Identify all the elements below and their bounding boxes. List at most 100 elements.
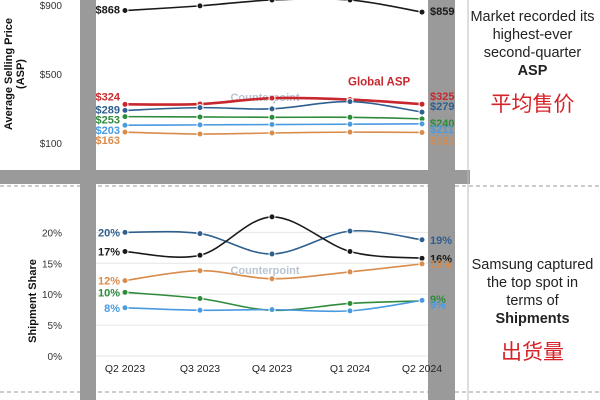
share-point-vivo-q1-2024	[346, 307, 354, 315]
asp-label-end-xiaomi: $240	[430, 118, 454, 130]
asp-point-vivo-q2-2024	[418, 120, 426, 128]
share-point-samsung-q2-2023	[121, 228, 129, 236]
asp-note-text: Market recorded its highest-ever second-…	[470, 9, 595, 61]
shipments-annotation-note: Samsung captured the top spot in terms o…	[470, 256, 595, 364]
asp-label-end-samsung: $279	[430, 101, 454, 113]
share-label-start-vivo: 8%	[104, 303, 120, 315]
share-point-samsung-q1-2024	[346, 227, 354, 235]
shipments-note-text: Samsung captured the top spot in terms o…	[471, 257, 594, 309]
share-point-vivo-q2-2024	[418, 296, 426, 304]
asp-axis-title: Average Selling Price(ASP)	[3, 18, 27, 130]
share-ytick-20: 20%	[42, 228, 62, 239]
asp-ytick-100: $100	[40, 139, 63, 150]
share-point-vivo-q3-2023	[196, 306, 204, 314]
xtick-q2-2024: Q2 2024	[402, 363, 442, 375]
asp-point-apple-q3-2023	[196, 2, 204, 10]
asp-point-transsion-q2-2024	[418, 128, 426, 136]
asp-point-vivo-q3-2023	[196, 121, 204, 129]
shipments-note-chinese: 出货量	[501, 340, 564, 364]
asp-note-bold: ASP	[517, 63, 548, 79]
asp-series-line-apple	[124, 0, 423, 13]
share-point-apple-q4-2023	[268, 213, 276, 221]
asp-annotation-global-asp: Global ASP	[348, 77, 411, 89]
asp-label-end-apple: $859	[430, 6, 454, 18]
share-point-apple-q2-2023	[121, 248, 129, 256]
asp-annotation-note: Market recorded its highest-ever second-…	[470, 8, 595, 116]
share-label-start-xiaomi: 10%	[98, 287, 120, 299]
share-point-samsung-q4-2023	[268, 250, 276, 258]
asp-point-samsung-q4-2023	[268, 105, 276, 113]
share-point-xiaomi-q3-2023	[196, 295, 204, 303]
shipment-share-chart-panel: 0% 5% 10% 15% 20% Shipment Share Counterpoint 2…	[27, 213, 452, 375]
asp-point-vivo-q1-2024	[346, 120, 354, 128]
share-ytick-10: 10%	[42, 290, 62, 301]
xtick-q3-2023: Q3 2023	[180, 363, 220, 375]
asp-point-apple-q2-2024	[418, 8, 426, 16]
asp-label-start-xiaomi: $253	[96, 115, 120, 127]
share-point-xiaomi-q2-2023	[121, 288, 129, 296]
asp-point-samsung-q3-2023	[196, 104, 204, 112]
share-point-vivo-q2-2023	[121, 304, 129, 312]
asp-point-apple-q2-2023	[121, 7, 129, 15]
asp-point-xiaomi-q3-2023	[196, 113, 204, 121]
share-label-end-transsion: 15%	[430, 259, 452, 271]
share-label-end-apple: 16%	[430, 253, 452, 265]
share-axis-title: Shipment Share	[27, 259, 39, 343]
share-label-end-vivo: 9%	[430, 299, 446, 311]
highlight-band-right	[428, 0, 455, 400]
asp-point-vivo-q2-2023	[121, 121, 129, 129]
asp-point-global-asp-q4-2023	[268, 94, 276, 102]
asp-point-apple-q4-2023	[268, 0, 276, 4]
asp-label-start-apple: $868	[96, 5, 120, 17]
asp-axis-title-line2: (ASP)	[15, 59, 27, 89]
share-point-transsion-q3-2023	[196, 267, 204, 275]
share-label-end-xiaomi: 9%	[430, 294, 446, 306]
xtick-q4-2023: Q4 2023	[252, 363, 292, 375]
share-point-apple-q1-2024	[346, 248, 354, 256]
share-point-samsung-q2-2024	[418, 236, 426, 244]
share-point-vivo-q4-2023	[268, 306, 276, 314]
asp-label-start-samsung: $289	[96, 104, 120, 116]
asp-point-apple-q1-2024	[346, 0, 354, 4]
asp-label-start-vivo: $203	[96, 125, 120, 137]
share-watermark: Counterpoint	[230, 265, 299, 277]
xtick-q1-2024: Q1 2024	[330, 363, 370, 375]
asp-note-chinese: 平均售价	[490, 92, 575, 116]
share-point-transsion-q2-2023	[121, 277, 129, 285]
share-point-samsung-q3-2023	[196, 230, 204, 238]
asp-point-samsung-q1-2024	[346, 98, 354, 106]
asp-point-samsung-q2-2024	[418, 108, 426, 116]
asp-point-global-asp-q2-2023	[121, 100, 129, 108]
share-ytick-15: 15%	[42, 259, 62, 270]
share-point-transsion-q1-2024	[346, 268, 354, 276]
asp-axis-title-line1: Average Selling Price	[3, 18, 15, 130]
asp-label-end-vivo: $211	[430, 124, 454, 136]
share-label-end-samsung: 19%	[430, 235, 452, 247]
share-ytick-5: 5%	[48, 321, 63, 332]
shipments-note-bold: Shipments	[495, 311, 570, 327]
share-label-start-transsion: 12%	[98, 276, 120, 288]
asp-point-vivo-q4-2023	[268, 121, 276, 129]
asp-point-transsion-q1-2024	[346, 128, 354, 136]
asp-point-xiaomi-q1-2024	[346, 113, 354, 121]
asp-point-transsion-q4-2023	[268, 129, 276, 137]
share-label-start-samsung: 20%	[98, 227, 120, 239]
highlight-band-left	[80, 0, 96, 400]
asp-label-start-global-asp: $324	[96, 91, 121, 103]
xtick-q2-2023: Q2 2023	[105, 363, 145, 375]
asp-label-end-global-asp: $325	[430, 91, 454, 103]
asp-ytick-500: $500	[40, 70, 63, 81]
asp-point-samsung-q2-2023	[121, 106, 129, 114]
share-point-apple-q3-2023	[196, 251, 204, 259]
share-ytick-0: 0%	[48, 352, 63, 363]
asp-point-transsion-q2-2023	[121, 128, 129, 136]
share-point-xiaomi-q1-2024	[346, 299, 354, 307]
asp-point-global-asp-q2-2024	[418, 100, 426, 108]
share-label-start-apple: 17%	[98, 247, 120, 259]
asp-ytick-900: $900	[40, 1, 63, 12]
asp-point-transsion-q3-2023	[196, 130, 204, 138]
asp-point-xiaomi-q4-2023	[268, 113, 276, 121]
share-point-transsion-q4-2023	[268, 275, 276, 283]
